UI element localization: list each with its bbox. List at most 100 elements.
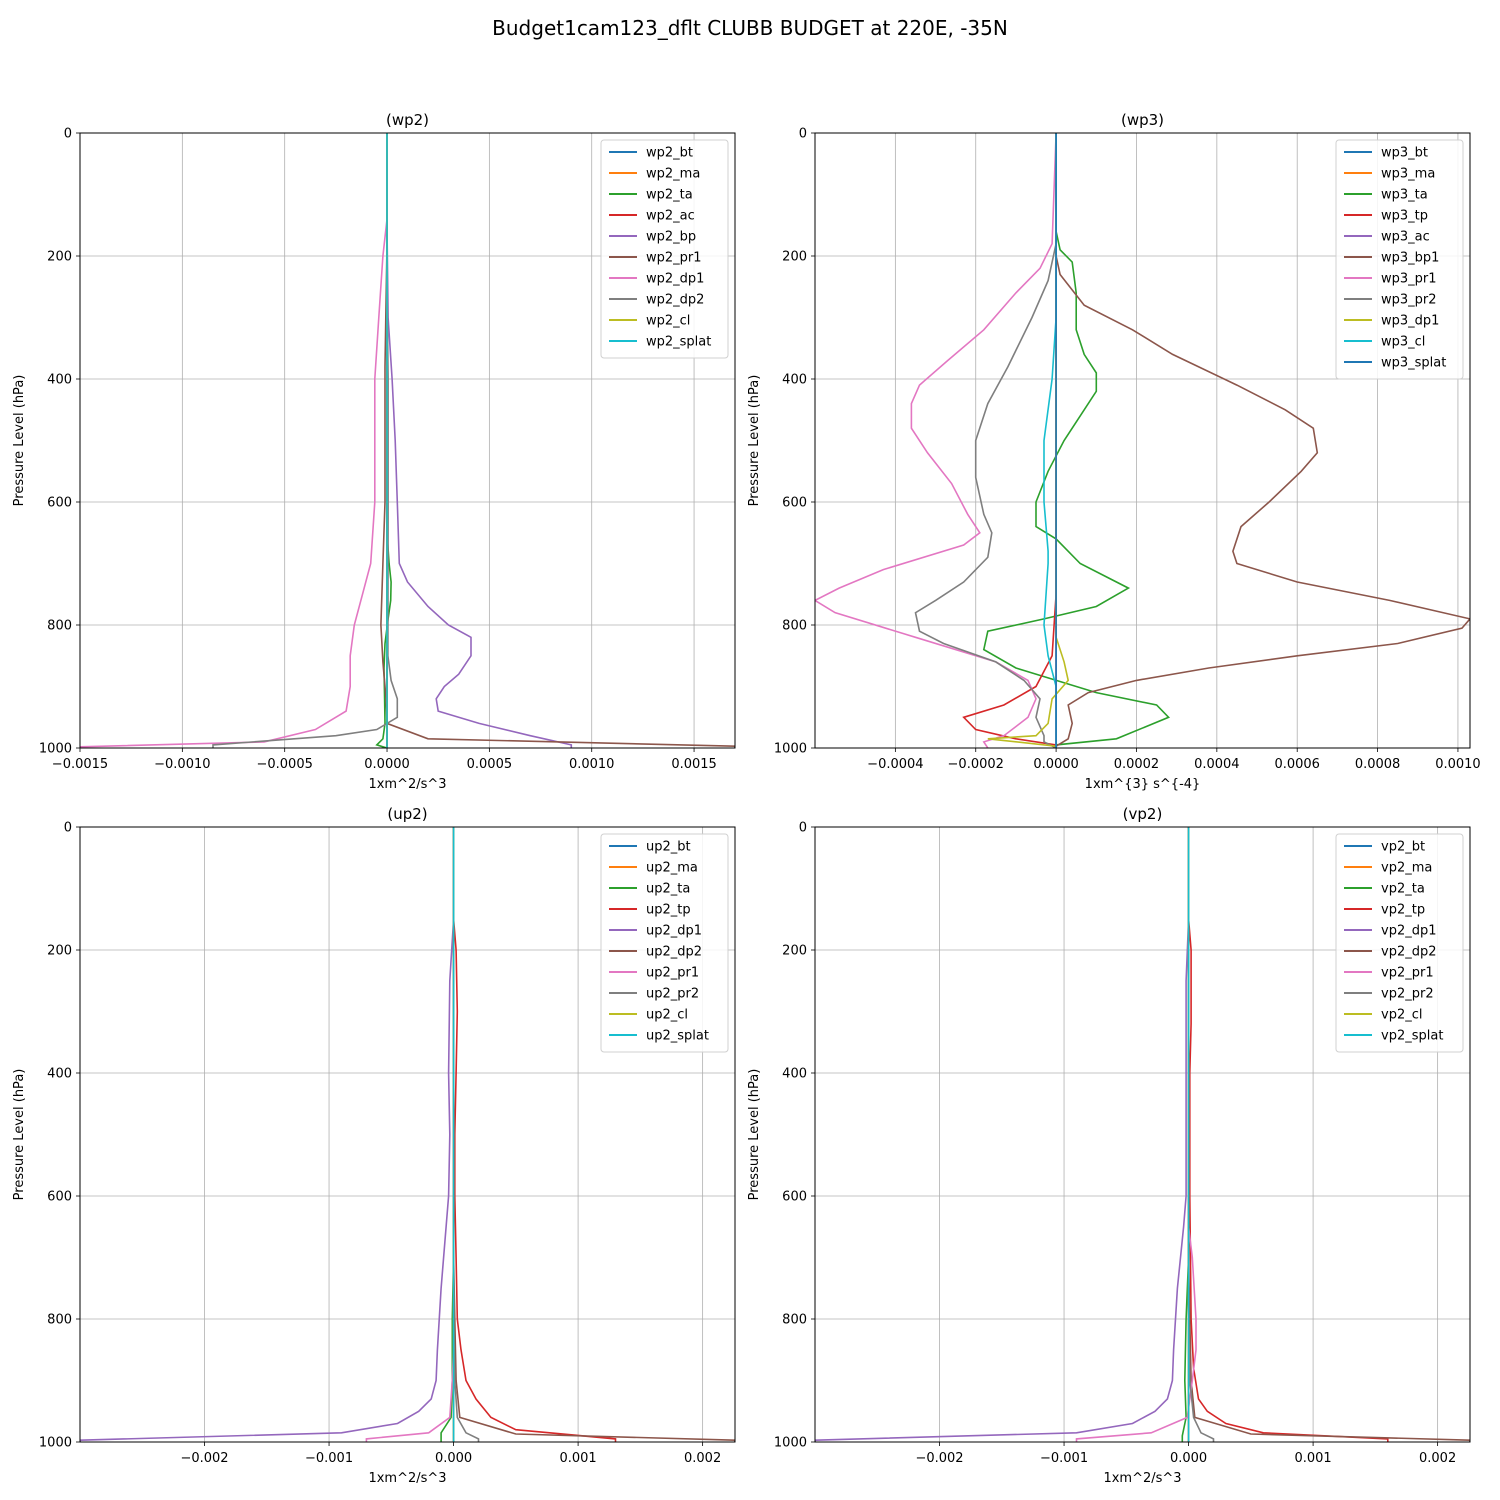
axes-frame	[79, 826, 736, 1443]
y-tick-label: 1000	[39, 742, 72, 757]
y-tick-label: 1000	[39, 1436, 72, 1451]
y-axis-label: Pressure Level (hPa)	[12, 375, 27, 507]
x-tick-label: −0.002	[180, 1451, 228, 1466]
series-line-wp2_ta	[375, 133, 392, 748]
y-tick-label: 1000	[774, 1436, 807, 1451]
series-lines	[815, 827, 1470, 1442]
x-axis-label: 1xm^2/s^3	[1103, 1471, 1181, 1486]
subplot-3: −0.002 −0.001 0.000 0.001 0.002 0 200 400 600 800…	[12, 805, 736, 1486]
series-line-vp2_pr1	[1075, 827, 1197, 1442]
subplot-1: −0.0015 −0.0010 −0.0005 0.0000 0.0005 0.0010 0…	[12, 111, 736, 792]
legend-label: up2_splat	[646, 1029, 709, 1044]
axes-frame	[814, 132, 1471, 749]
legend-label: wp2_ma	[646, 167, 700, 182]
x-tick-label: 0.0006	[1274, 757, 1320, 772]
x-tick-label: −0.001	[1040, 1451, 1088, 1466]
series-line-wp3_bp1	[1055, 133, 1470, 748]
y-tick-label: 1000	[774, 742, 807, 757]
legend: wp3_bt wp3_ma wp3_ta wp3_tp wp3_ac wp3_bp1 wp3…	[1335, 139, 1464, 380]
legend-label: up2_ma	[646, 861, 698, 876]
legend-label: up2_ta	[646, 882, 690, 897]
series-line-up2_ta	[440, 827, 455, 1442]
y-axis-label: Pressure Level (hPa)	[747, 375, 762, 507]
y-tick-label: 200	[782, 250, 807, 265]
legend-label: wp3_dp1	[1381, 314, 1439, 329]
series-line-up2_pr1	[365, 827, 455, 1442]
x-tick-label: 0.0000	[1033, 757, 1079, 772]
x-tick-label: 0.002	[1419, 1451, 1456, 1466]
series-line-wp3_pr2	[914, 133, 1057, 748]
subplot-title: (wp3)	[1121, 111, 1164, 129]
x-tick-label: 0.0015	[671, 757, 717, 772]
y-tick-label: 600	[782, 496, 807, 511]
y-tick-label: 0	[799, 821, 807, 836]
x-axis-label: 1xm^{3} s^{-4}	[1085, 777, 1201, 792]
legend-label: vp2_tp	[1381, 903, 1425, 918]
y-tick-label: 600	[47, 1190, 72, 1205]
x-tick-label: 0.0010	[569, 757, 615, 772]
x-tick-label: 0.000	[435, 1451, 472, 1466]
y-tick-label: 200	[47, 250, 72, 265]
x-tick-label: 0.001	[1294, 1451, 1331, 1466]
x-tick-label: 0.001	[559, 1451, 596, 1466]
legend-label: up2_pr1	[646, 966, 699, 981]
series-line-wp3_ta	[982, 133, 1170, 748]
y-axis-label: Pressure Level (hPa)	[12, 1069, 27, 1201]
y-tick-label: 800	[782, 1313, 807, 1328]
y-tick-label: 400	[47, 1067, 72, 1082]
y-tick-label: 800	[782, 619, 807, 634]
x-tick-label: 0.0000	[364, 757, 410, 772]
x-axis-label: 1xm^2/s^3	[368, 1471, 446, 1486]
x-tick-label: −0.0004	[867, 757, 923, 772]
legend-label: vp2_ta	[1381, 882, 1425, 897]
x-axis-label: 1xm^2/s^3	[368, 777, 446, 792]
series-line-vp2_dp1	[815, 827, 1190, 1442]
legend-label: up2_cl	[646, 1008, 688, 1023]
legend-label: wp3_tp	[1381, 209, 1428, 224]
subplot-4: −0.002 −0.001 0.000 0.001 0.002 0 200 400 600 800…	[747, 805, 1471, 1486]
y-tick-label: 600	[47, 496, 72, 511]
legend-label: wp3_bp1	[1381, 251, 1439, 266]
legend-label: vp2_pr1	[1381, 966, 1434, 981]
x-tick-label: −0.0010	[154, 757, 210, 772]
x-tick-label: −0.0002	[948, 757, 1004, 772]
legend-label: wp3_pr2	[1381, 293, 1437, 308]
subplot-2: −0.0004 −0.0002 0.0000 0.0002 0.0004 0.0006 0.…	[747, 111, 1481, 792]
series-line-up2_dp1	[80, 827, 455, 1442]
y-tick-label: 0	[64, 127, 72, 142]
legend-label: wp3_ac	[1381, 230, 1430, 245]
legend-label: wp3_ta	[1381, 188, 1428, 203]
series-line-wp2_dp2	[212, 133, 399, 748]
series-line-wp3_tp	[962, 133, 1057, 748]
y-axis-label: Pressure Level (hPa)	[747, 1069, 762, 1201]
y-tick-label: 800	[47, 619, 72, 634]
legend-label: wp3_bt	[1381, 146, 1428, 161]
legend-label: vp2_splat	[1381, 1029, 1443, 1044]
x-tick-label: 0.0008	[1355, 757, 1401, 772]
x-tick-label: 0.0005	[467, 757, 513, 772]
x-tick-label: −0.0005	[256, 757, 312, 772]
x-tick-label: 0.002	[684, 1451, 721, 1466]
legend-label: wp2_cl	[646, 314, 690, 329]
x-tick-label: 0.000	[1170, 1451, 1207, 1466]
axes-frame	[79, 132, 736, 749]
y-tick-label: 600	[782, 1190, 807, 1205]
series-line-wp2_dp1	[80, 133, 388, 748]
x-tick-label: −0.001	[305, 1451, 353, 1466]
figure-title: Budget1cam123_dflt CLUBB BUDGET at 220E,…	[492, 16, 1008, 40]
y-tick-label: 200	[782, 944, 807, 959]
legend-label: wp2_ta	[646, 188, 693, 203]
legend-label: vp2_cl	[1381, 1008, 1422, 1023]
legend-label: up2_dp2	[646, 945, 702, 960]
y-tick-label: 200	[47, 944, 72, 959]
series-line-up2_pr2	[452, 827, 480, 1442]
legend-label: up2_pr2	[646, 987, 699, 1002]
legend-label: wp3_cl	[1381, 335, 1425, 350]
legend: up2_bt up2_ma up2_ta up2_tp up2_dp1 up2_dp2up…	[600, 833, 729, 1053]
y-tick-label: 0	[799, 127, 807, 142]
legend-label: wp2_pr1	[646, 251, 702, 266]
series-line-up2_tp	[452, 827, 617, 1442]
legend-label: wp2_bp	[646, 230, 696, 245]
series-line-vp2_tp	[1187, 827, 1389, 1442]
legend-label: wp3_pr1	[1381, 272, 1437, 287]
